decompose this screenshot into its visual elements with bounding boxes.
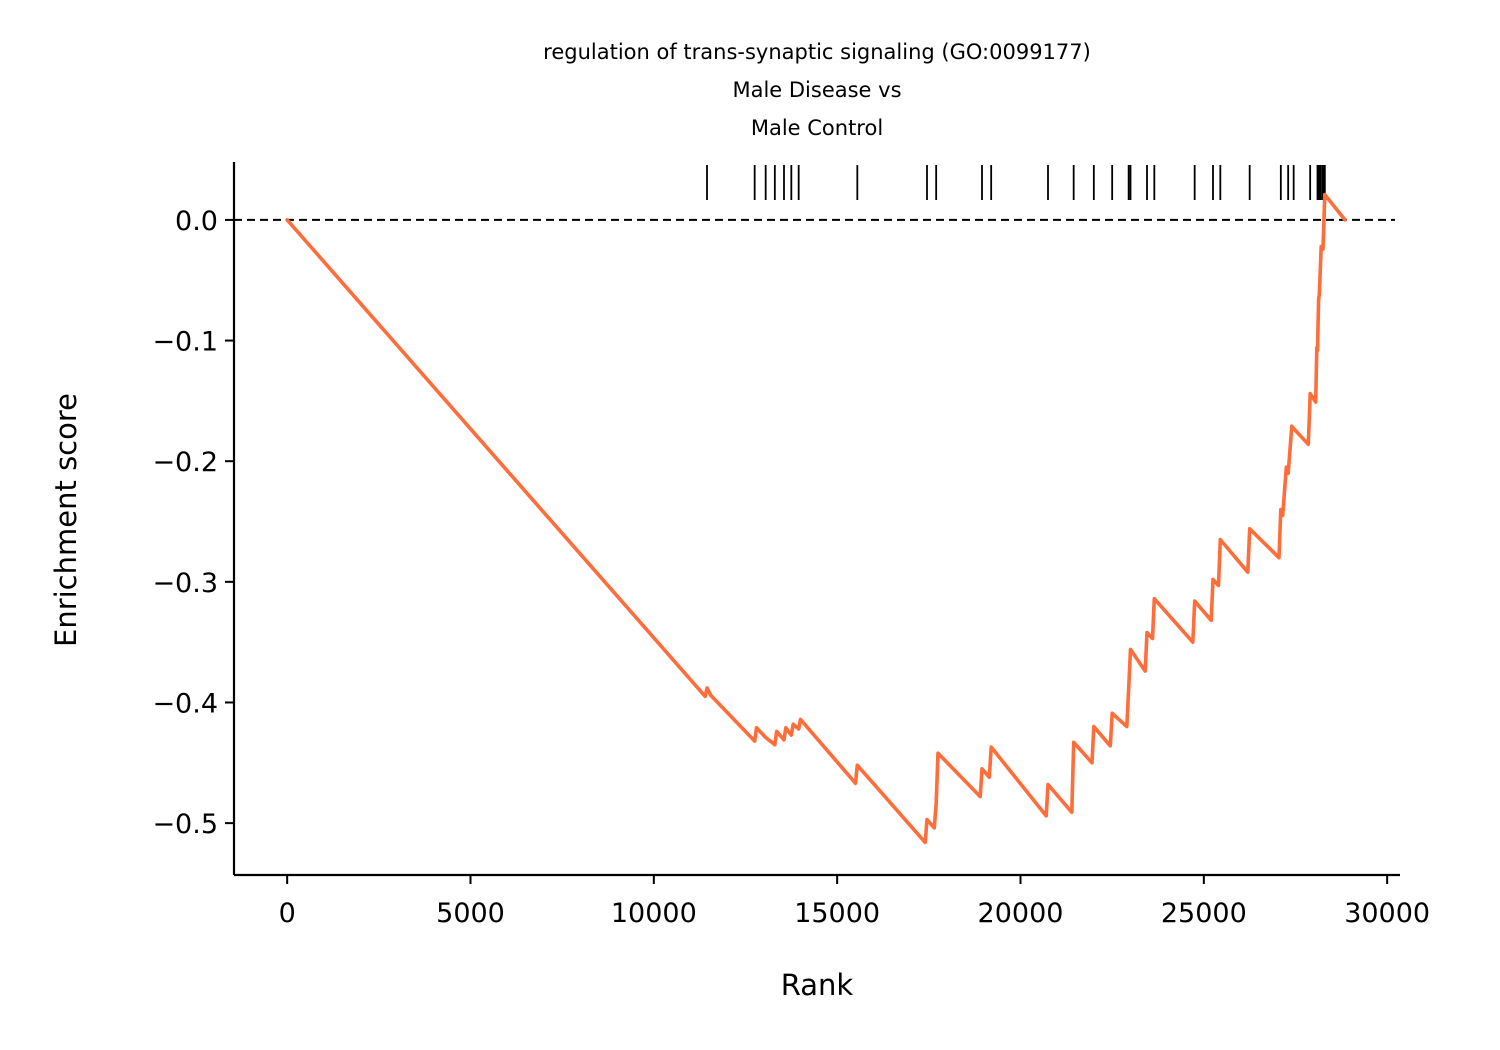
- x-axis-label: Rank: [781, 968, 854, 1002]
- x-tick-label: 20000: [978, 898, 1064, 929]
- x-tick-label: 0: [279, 898, 296, 929]
- chart-title: regulation of trans-synaptic signaling (…: [543, 40, 1091, 140]
- y-tick-label: −0.3: [152, 568, 218, 599]
- plot-area: 0 5000 10000 15000 20000 25000 30000 0.0 −0.1 −0.…: [152, 162, 1430, 929]
- y-tick-label: −0.5: [152, 809, 218, 840]
- y-tick-label: 0.0: [175, 206, 218, 237]
- y-axis-label: Enrichment score: [49, 393, 83, 647]
- y-tick-label: −0.1: [152, 327, 218, 358]
- x-tick-label: 25000: [1161, 898, 1247, 929]
- chart-title-line-3: Male Control: [751, 116, 883, 140]
- x-tick-label: 30000: [1344, 898, 1430, 929]
- enrichment-score-line: [285, 192, 1347, 845]
- x-tick-label: 5000: [436, 898, 505, 929]
- x-tick-label: 15000: [794, 898, 880, 929]
- chart-title-line-1: regulation of trans-synaptic signaling (…: [543, 40, 1091, 64]
- y-tick-label: −0.2: [152, 447, 218, 478]
- chart-title-line-2: Male Disease vs: [732, 78, 901, 102]
- x-tick-label: 10000: [611, 898, 697, 929]
- y-tick-label: −0.4: [152, 688, 218, 719]
